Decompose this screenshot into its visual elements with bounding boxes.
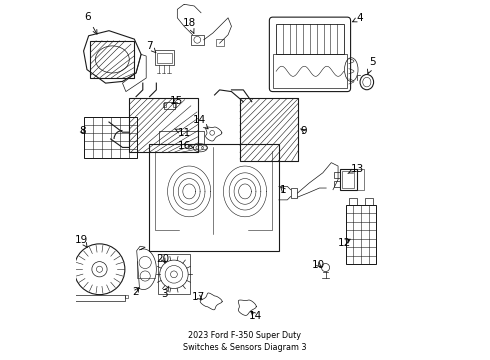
Text: 17: 17: [192, 292, 205, 302]
Bar: [129, 98, 198, 153]
Bar: [342, 171, 354, 188]
Text: 20: 20: [156, 254, 170, 264]
Bar: [163, 103, 166, 108]
Text: 8: 8: [79, 126, 86, 136]
Bar: [240, 98, 298, 161]
Text: 10: 10: [312, 260, 325, 270]
Text: 3: 3: [161, 286, 169, 299]
Text: 16: 16: [177, 141, 194, 152]
Text: 14: 14: [248, 311, 262, 321]
Text: 19: 19: [75, 235, 89, 248]
Bar: [90, 41, 134, 78]
Bar: [71, 294, 74, 298]
Bar: [366, 198, 373, 205]
Bar: [334, 181, 340, 187]
Bar: [340, 170, 357, 190]
Text: 7: 7: [146, 41, 156, 53]
Bar: [291, 188, 297, 198]
Text: 12: 12: [338, 238, 351, 248]
Bar: [148, 144, 279, 251]
Bar: [157, 53, 172, 63]
Text: 13: 13: [348, 164, 364, 174]
Text: 4: 4: [352, 13, 364, 23]
Bar: [273, 54, 347, 88]
Bar: [125, 294, 128, 298]
Bar: [159, 130, 204, 144]
Bar: [173, 103, 176, 108]
Bar: [276, 24, 344, 54]
Text: 14: 14: [193, 115, 208, 129]
Text: 15: 15: [170, 96, 183, 106]
Text: 2: 2: [133, 287, 139, 297]
Bar: [165, 102, 174, 109]
Bar: [74, 294, 125, 301]
Bar: [84, 117, 137, 158]
Bar: [216, 40, 223, 46]
Bar: [155, 50, 174, 64]
Text: 5: 5: [368, 57, 376, 74]
Text: 9: 9: [300, 126, 307, 135]
Text: 6: 6: [84, 12, 97, 34]
Text: 18: 18: [183, 18, 196, 33]
Bar: [334, 172, 340, 178]
Text: 11: 11: [174, 128, 191, 138]
Bar: [158, 254, 190, 294]
Text: 2023 Ford F-350 Super Duty
Switches & Sensors Diagram 3: 2023 Ford F-350 Super Duty Switches & Se…: [183, 331, 307, 352]
Bar: [346, 205, 376, 264]
Bar: [349, 198, 357, 205]
Bar: [191, 35, 204, 45]
Text: 1: 1: [280, 185, 287, 195]
